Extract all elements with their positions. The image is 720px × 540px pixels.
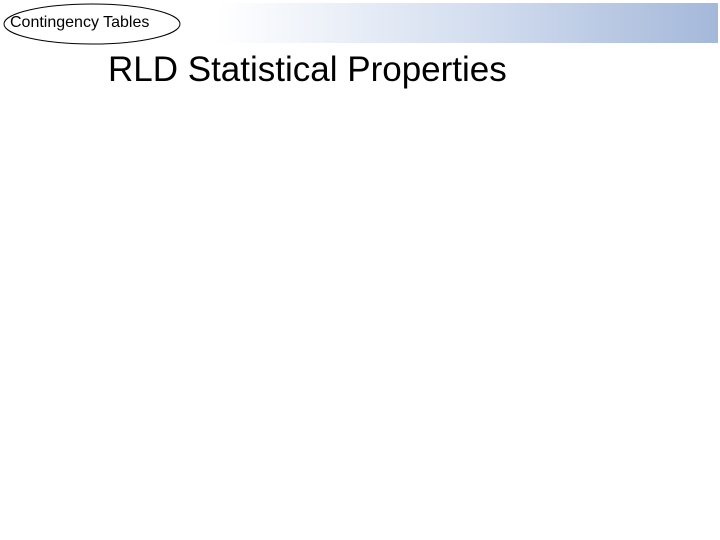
badge-label: Contingency Tables [10, 14, 149, 32]
topic-badge: Contingency Tables [2, 2, 182, 46]
slide-title: RLD Statistical Properties [108, 50, 507, 90]
